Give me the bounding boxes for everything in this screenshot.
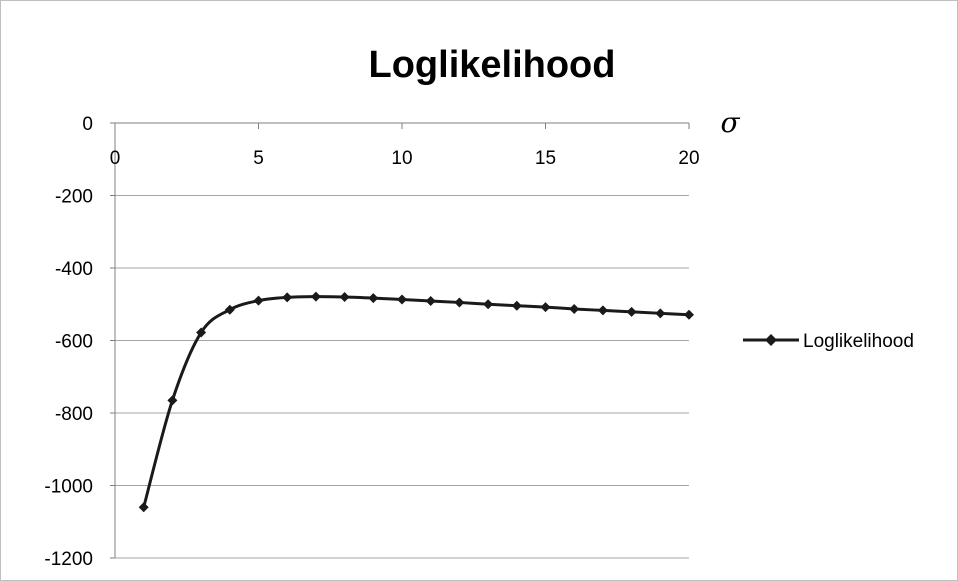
y-tick-label: -600 (55, 332, 93, 353)
data-point (569, 303, 580, 314)
x-tick-label: 10 (391, 148, 412, 169)
y-tick-label: -800 (55, 404, 93, 425)
data-point (196, 327, 207, 338)
data-point (339, 292, 350, 302)
data-point (253, 295, 264, 306)
data-point (483, 299, 494, 310)
legend-diamond-marker (765, 334, 777, 346)
x-tick-label: 0 (110, 148, 121, 169)
data-point (684, 309, 694, 320)
y-tick-label: -200 (55, 187, 93, 208)
data-point (282, 292, 293, 303)
series-line (142, 295, 690, 508)
y-tick-label: -1200 (44, 549, 93, 570)
data-point (597, 305, 608, 316)
data-point (138, 502, 149, 513)
data-point (626, 306, 637, 317)
y-tick-label: -1000 (44, 477, 93, 498)
x-tick-label: 5 (253, 148, 264, 169)
data-point (655, 308, 666, 319)
data-point (368, 293, 379, 304)
gridlines (115, 195, 689, 559)
data-point (454, 297, 465, 308)
y-tick-label: -400 (55, 259, 93, 280)
data-point (397, 294, 407, 305)
data-point (224, 304, 235, 315)
x-axis-title: σ (720, 106, 740, 139)
y-tick-labels: 0 -200 -400 -600 -800 -1000 -1200 (44, 114, 93, 570)
y-tick-label: 0 (82, 114, 93, 135)
data-point (511, 300, 522, 311)
legend-label: Loglikelihood (803, 331, 914, 352)
data-point (540, 302, 551, 313)
chart-title: Loglikelihood (369, 44, 616, 86)
x-tick-label: 20 (678, 148, 699, 169)
data-point (310, 291, 321, 302)
data-point (425, 295, 436, 306)
series-layer (138, 291, 694, 513)
legend: Loglikelihood (743, 331, 914, 352)
x-tick-labels: 0 5 10 15 20 (110, 148, 700, 169)
x-tick-label: 15 (535, 148, 556, 169)
data-point (167, 395, 178, 406)
axes (110, 122, 690, 559)
